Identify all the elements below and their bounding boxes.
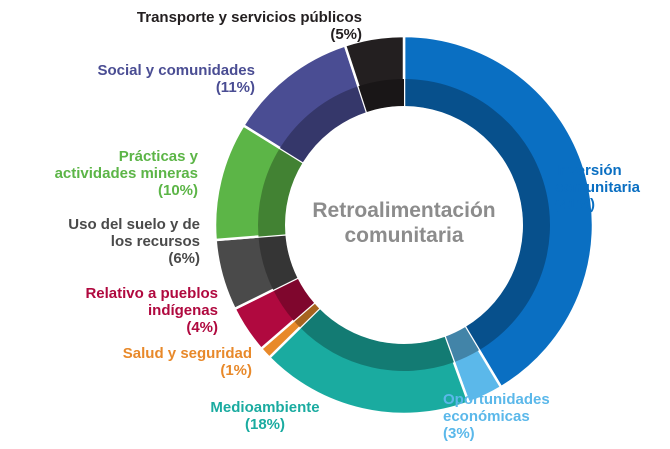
donut-segment-inner <box>404 79 550 351</box>
donut-segment-inner <box>258 148 303 237</box>
category-label: Transporte y servicios públicos <box>136 9 362 26</box>
donut-segment-inner <box>444 327 479 363</box>
category-label: Medioambiente <box>210 399 320 416</box>
donut-segment-inner <box>299 308 454 371</box>
segment-label: Social y comunidades (11%) <box>35 62 255 96</box>
value-label: (18%) <box>244 416 285 433</box>
category-label: Uso del suelo y de los recursos <box>68 216 200 250</box>
segment-label: Uso del suelo y de los recursos (6%) <box>60 216 200 267</box>
donut-segment-inner <box>279 86 367 163</box>
donut-segment <box>402 34 595 389</box>
value-label: (6%) <box>168 250 200 267</box>
segment-label: Transporte y servicios públicos (5%) <box>82 9 362 43</box>
category-label: Relativo a pueblos indígenas <box>85 285 218 319</box>
category-label: Prácticas y actividades mineras <box>54 148 198 182</box>
value-label: (4%) <box>186 319 218 336</box>
segment-label: Oportunidades económicas (3%) <box>443 391 593 442</box>
segment-label: Prácticas y actividades mineras (10%) <box>33 148 198 199</box>
donut-segment-inner <box>358 79 404 112</box>
category-label: Social y comunidades <box>97 62 255 79</box>
value-label: (1%) <box>220 362 252 379</box>
donut-segment-inner <box>258 234 298 290</box>
category-label: Salud y seguridad <box>122 345 252 362</box>
segment-label: Relativo a pueblos indígenas (4%) <box>68 285 218 336</box>
segment-label: Medioambiente (18%) <box>190 399 340 433</box>
value-label: (3%) <box>443 425 475 442</box>
value-label: (5%) <box>330 26 362 43</box>
category-label: Oportunidades económicas <box>443 391 550 425</box>
chart-title: Retroalimentación comunitaria <box>312 199 496 247</box>
donut-segment-inner <box>273 277 315 321</box>
segment-label: Inversión comunitaria (41%) <box>555 162 665 213</box>
value-label: (11%) <box>215 79 255 96</box>
value-label: (41%) <box>555 196 596 213</box>
segment-label: Salud y seguridad (1%) <box>82 345 252 379</box>
donut-segment-inner <box>293 302 320 328</box>
category-label: Inversión comunitaria <box>555 162 641 196</box>
value-label: (10%) <box>157 182 198 199</box>
